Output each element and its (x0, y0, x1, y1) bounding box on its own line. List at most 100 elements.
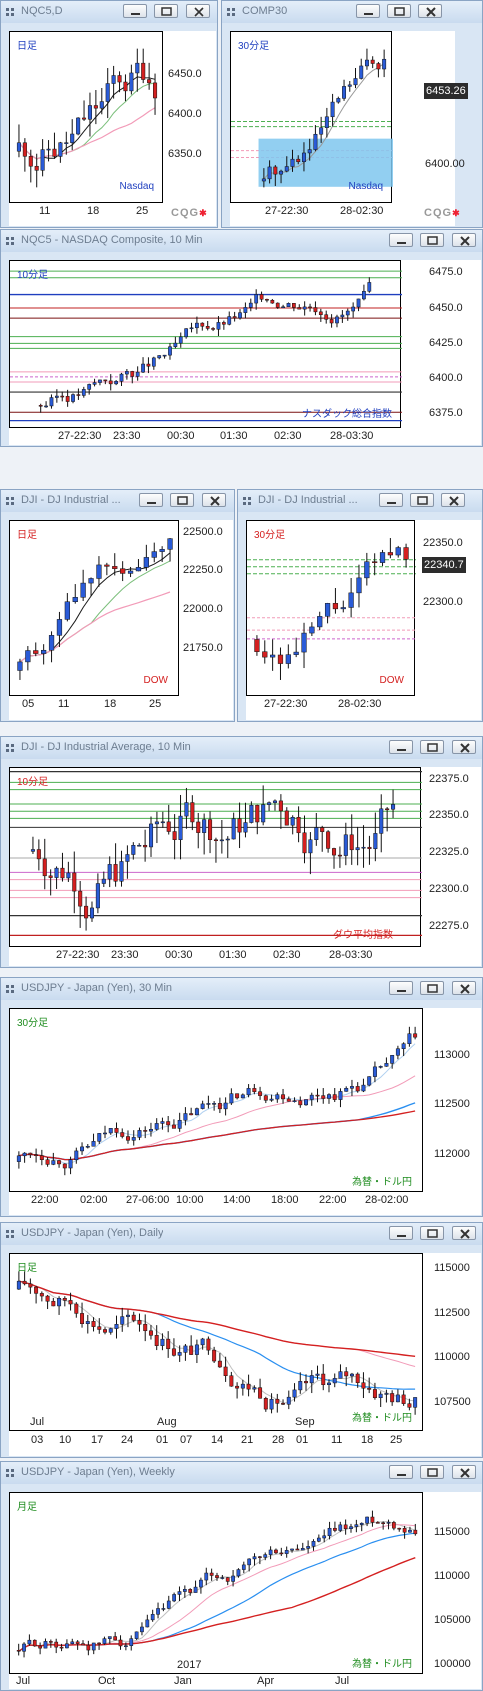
candle-body (76, 394, 81, 396)
candle-body (200, 1103, 205, 1109)
close-button[interactable] (202, 493, 226, 507)
close-button[interactable] (452, 981, 476, 995)
title-bar[interactable]: NQC5 - NASDAQ Composite, 10 Min (1, 230, 482, 252)
minimize-button[interactable] (389, 1226, 413, 1240)
chart-window-dji-30min[interactable]: DJI - DJ Industrial ... 30分足 DOW 22350.0… (237, 489, 483, 722)
candle-body (82, 117, 87, 120)
plot-area[interactable]: 30分足 為替・ドル円 (9, 1008, 423, 1192)
x-tick: 25 (390, 1434, 403, 1446)
candle-body (28, 1283, 33, 1288)
candle-body (240, 1094, 245, 1099)
title-bar[interactable]: NQC5,D (1, 1, 217, 23)
title-bar[interactable]: USDJPY - Japan (Yen), 30 Min (1, 978, 482, 1000)
chart-window-nqc5-daily[interactable]: NQC5,D 日足 Nasdaq 6450.0 6400.0 6350.0 11… (0, 0, 218, 228)
maximize-button[interactable] (420, 740, 444, 754)
minimize-button[interactable] (139, 493, 163, 507)
x-tick: 28-03:30 (330, 430, 374, 442)
candle-body (347, 84, 352, 87)
chart-window-dji-daily[interactable]: DJI - DJ Industrial ... 日足 DOW 22500.0 2… (0, 489, 235, 722)
candle-body (137, 844, 142, 847)
candle-body (332, 1378, 337, 1384)
minimize-button[interactable] (389, 233, 413, 247)
candle-body (258, 1556, 262, 1558)
maximize-button[interactable] (420, 1465, 444, 1479)
plot-area[interactable]: 日足 Nasdaq (9, 31, 163, 203)
candle-body (85, 1146, 90, 1148)
chart-window-usdjpy-daily[interactable]: USDJPY - Japan (Yen), Daily 日足 為替・ドル円 Ju… (0, 1222, 483, 1458)
title-bar[interactable]: DJI - DJ Industrial Average, 10 Min (1, 737, 482, 759)
chart-window-usdjpy-30min[interactable]: USDJPY - Japan (Yen), 30 Min 30分足 為替・ドル円… (0, 977, 483, 1217)
maximize-button[interactable] (410, 493, 434, 507)
plot-area[interactable]: 日足 DOW (9, 520, 179, 696)
minimize-button[interactable] (356, 4, 380, 18)
y-tick: 6400.0 (429, 372, 463, 384)
title-bar[interactable]: DJI - DJ Industrial ... (1, 490, 234, 512)
plot-area[interactable]: 30分足 DOW (246, 520, 416, 696)
x-tick: 01:30 (219, 949, 247, 961)
candle-body (146, 363, 151, 367)
candle-body (38, 405, 43, 407)
candle-body (141, 363, 145, 373)
close-button[interactable] (186, 4, 210, 18)
candle-body (217, 1360, 222, 1368)
candle-body (313, 307, 318, 313)
window-title: USDJPY - Japan (Yen), Weekly (21, 1466, 175, 1478)
chart-window-comp30[interactable]: COMP30 30分足 Nasdaq 6453.26 6400.00 27-22… (221, 0, 483, 228)
candle-body (263, 1398, 268, 1410)
candle-body (281, 1403, 286, 1405)
title-bar[interactable]: USDJPY - Japan (Yen), Daily (1, 1223, 482, 1245)
maximize-button[interactable] (420, 1226, 444, 1240)
candle-body (40, 149, 45, 171)
title-bar[interactable]: DJI - DJ Industrial ... (238, 490, 482, 512)
close-button[interactable] (452, 233, 476, 247)
candle-body (70, 133, 75, 143)
minimize-button[interactable] (389, 981, 413, 995)
plot-area[interactable]: 10分足 ナスダック総合指数 (9, 260, 402, 428)
candle-body (391, 804, 396, 810)
candle-body (114, 381, 118, 385)
candle-body (80, 582, 86, 598)
chart-window-dji-10min[interactable]: DJI - DJ Industrial Average, 10 Min 10分足… (0, 736, 483, 968)
candle-body (395, 547, 401, 556)
candle-body (343, 1524, 348, 1529)
candle-body (229, 1375, 234, 1387)
candle-body (286, 303, 291, 308)
plot-area[interactable]: 10分足 ダウ平均指数 (9, 767, 422, 947)
chart-window-nasdaq-10min[interactable]: NQC5 - NASDAQ Composite, 10 Min 10分足 ナスダ… (0, 229, 483, 447)
candle-body (254, 639, 260, 652)
candle-body (252, 1088, 257, 1092)
candle-body (66, 872, 71, 879)
maximize-button[interactable] (170, 493, 194, 507)
close-button[interactable] (452, 740, 476, 754)
close-button[interactable] (452, 1226, 476, 1240)
title-bar[interactable]: USDJPY - Japan (Yen), Weekly (1, 1462, 482, 1484)
candle-body (270, 654, 276, 658)
window-title: USDJPY - Japan (Yen), Daily (21, 1227, 164, 1239)
minimize-button[interactable] (389, 1465, 413, 1479)
plot-area[interactable]: 月足 為替・ドル円 2017 (9, 1492, 423, 1674)
minimize-button[interactable] (379, 493, 403, 507)
close-button[interactable] (441, 493, 465, 507)
candle-body (370, 1516, 375, 1523)
minimize-button[interactable] (389, 740, 413, 754)
maximize-button[interactable] (420, 233, 444, 247)
candle-body (297, 307, 302, 310)
title-bar[interactable]: COMP30 (222, 1, 482, 23)
candle-body (126, 1314, 130, 1317)
candle-body (131, 845, 136, 855)
maximize-button[interactable] (154, 4, 178, 18)
close-button[interactable] (452, 1465, 476, 1479)
y-tick: 100000 (434, 1658, 471, 1670)
minimize-button[interactable] (123, 4, 147, 18)
plot-area[interactable]: 日足 為替・ドル円 Jul Aug Sep (9, 1253, 423, 1431)
close-button[interactable] (418, 4, 442, 18)
candle-body (362, 291, 366, 300)
candle-body (335, 316, 339, 324)
maximize-button[interactable] (387, 4, 411, 18)
candle-body (200, 322, 205, 327)
candlestick-chart (10, 770, 422, 936)
candle-body (178, 336, 183, 344)
plot-area[interactable]: 30分足 Nasdaq (230, 31, 393, 203)
maximize-button[interactable] (420, 981, 444, 995)
chart-window-usdjpy-weekly[interactable]: USDJPY - Japan (Yen), Weekly 月足 為替・ドル円 2… (0, 1461, 483, 1691)
